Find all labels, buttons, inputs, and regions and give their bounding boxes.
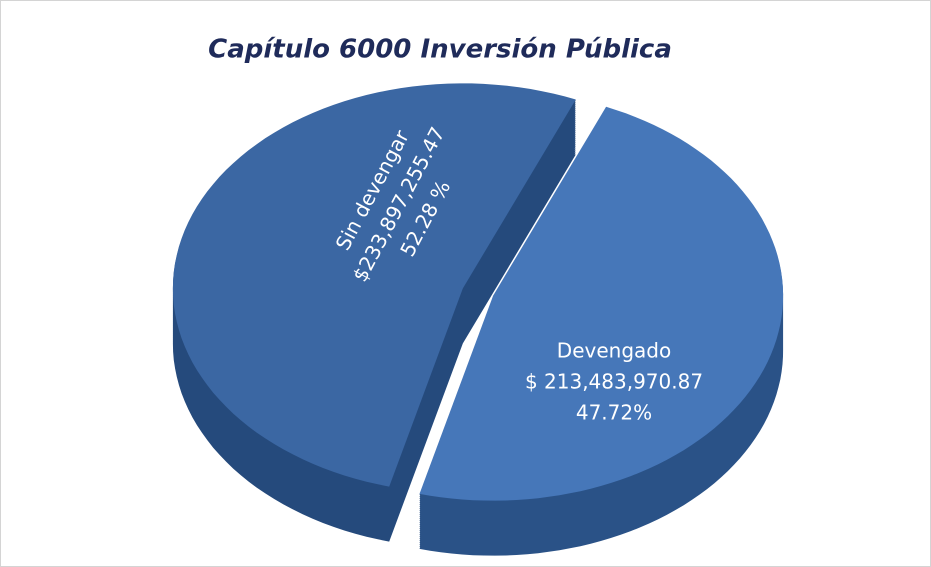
amount-label: $ 213,483,970.87 [525, 370, 703, 394]
chart-title: Capítulo 6000 Inversión Pública [208, 35, 672, 65]
percent-label: 47.72% [576, 401, 652, 425]
category-label: Devengado [557, 339, 671, 363]
slice [419, 106, 784, 501]
slice [172, 83, 576, 487]
